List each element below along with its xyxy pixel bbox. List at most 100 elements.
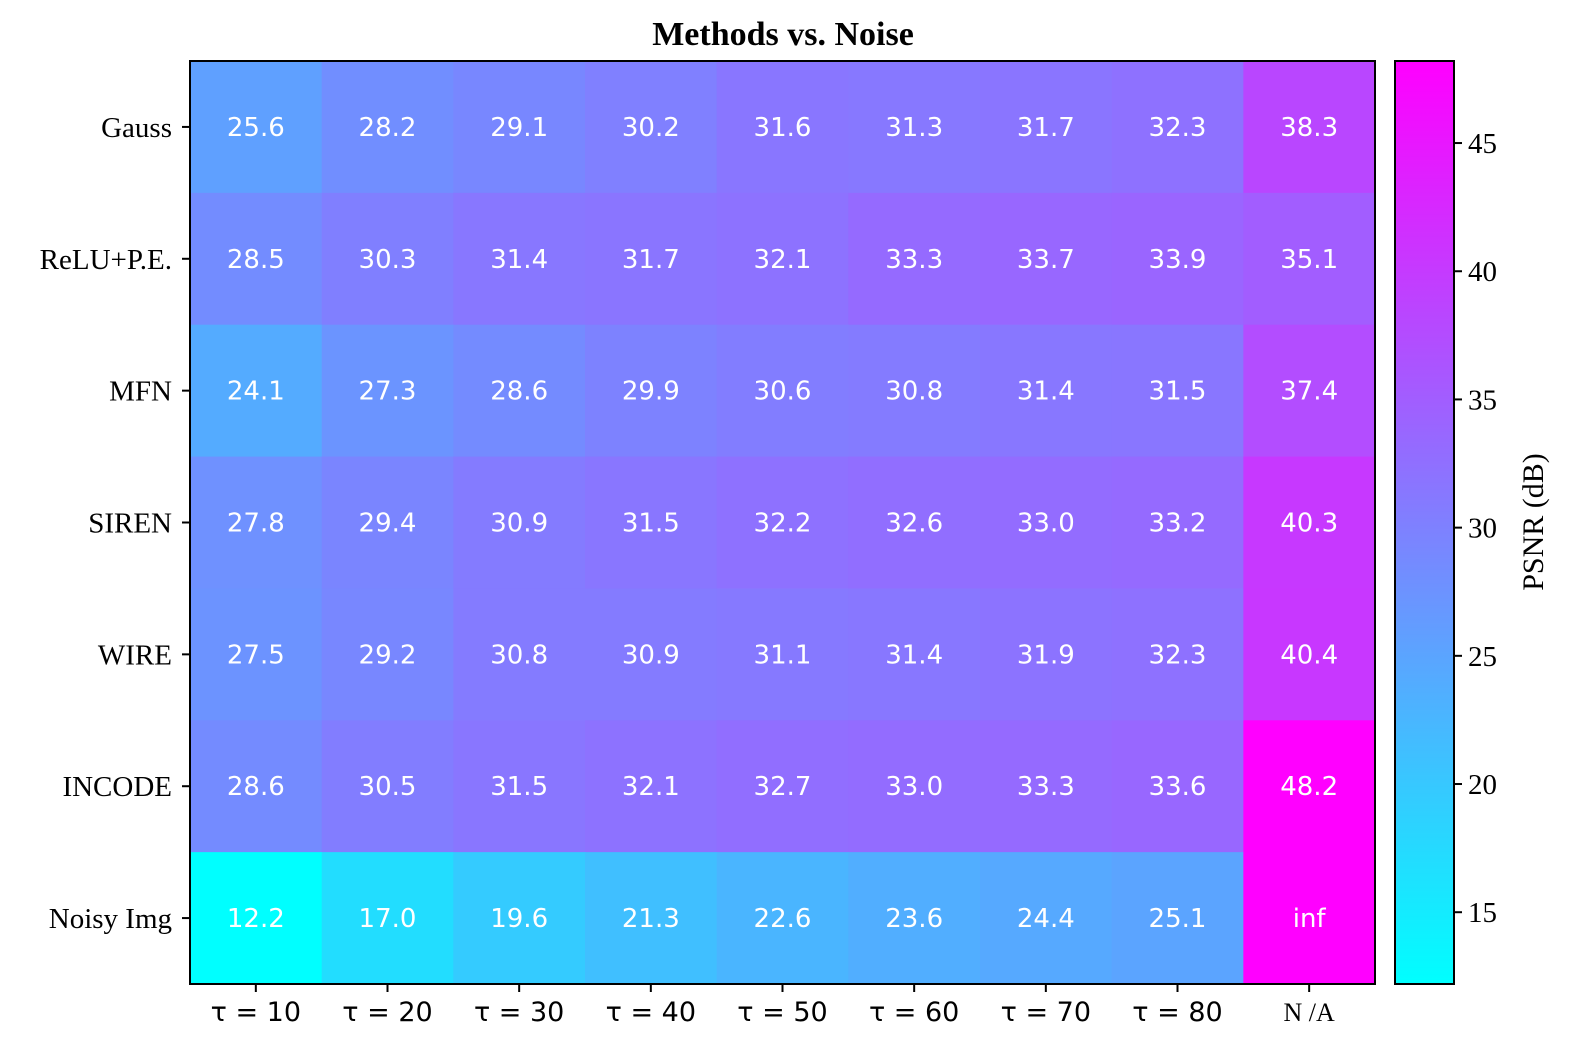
cell-value-label: 30.5 — [359, 772, 417, 802]
cell-value-label: 21.3 — [622, 904, 680, 934]
heatmap-cell — [453, 852, 586, 985]
heatmap-cell — [980, 852, 1113, 985]
column-labels: τ = 10 τ = 20 τ = 30 τ = 40 τ = 50 τ = 60 τ = … — [211, 984, 1335, 1028]
heatmap-cell — [453, 720, 586, 853]
heatmap-cell — [453, 61, 586, 194]
cell-value-label: 30.8 — [490, 640, 548, 670]
colorbar-gradient — [1394, 60, 1455, 985]
cell-value-label: 35.1 — [1280, 245, 1338, 275]
cell-value-label: 38.3 — [1280, 113, 1338, 143]
cell-value-label: 37.4 — [1280, 377, 1338, 407]
heatmap-cell — [716, 192, 849, 326]
heatmap-cell-labels: 25.6 28.2 29.1 30.2 31.6 31.3 31.7 32.3 38.3 28.5… — [227, 113, 1338, 934]
cell-value-label: 30.9 — [490, 509, 548, 539]
column-label: N /A — [1284, 998, 1336, 1027]
heatmap-cell — [1111, 588, 1244, 721]
heatmap-cell — [1243, 324, 1376, 458]
cell-value-label: 27.5 — [227, 640, 285, 670]
cell-value-label: 32.3 — [1149, 113, 1207, 143]
cell-value-label: 24.1 — [227, 377, 285, 407]
colorbar-tick-label: 20 — [1468, 769, 1497, 801]
cell-value-label: 33.0 — [1017, 509, 1075, 539]
heatmap-cell — [848, 456, 981, 590]
heatmap-cell — [848, 852, 981, 985]
heatmap-cell — [1111, 720, 1244, 853]
heatmap-cell — [321, 61, 454, 194]
cell-value-label: 28.6 — [227, 772, 285, 802]
cell-value-label: 32.3 — [1149, 640, 1207, 670]
colorbar-tick-label: 15 — [1468, 897, 1497, 929]
cell-value-label: 33.2 — [1149, 509, 1207, 539]
heatmap-cell — [980, 192, 1113, 326]
heatmap-cell — [453, 456, 586, 590]
cell-value-label: 31.7 — [1017, 113, 1075, 143]
heatmap-cell — [585, 324, 718, 458]
heatmap-cell — [1111, 852, 1244, 985]
cell-value-label: 32.1 — [754, 245, 812, 275]
heatmap-cell — [190, 588, 323, 721]
heatmap-cell — [321, 192, 454, 326]
heatmap-cell — [585, 588, 718, 721]
row-label: MFN — [109, 376, 172, 408]
column-label: τ = 50 — [737, 997, 827, 1028]
colorbar-ticks: 15 20 25 30 35 40 45 — [1454, 128, 1497, 929]
heatmap-cell — [1111, 456, 1244, 590]
heatmap-cell — [980, 324, 1113, 458]
cell-value-label: 31.4 — [1017, 377, 1075, 407]
heatmap-cell — [848, 720, 981, 853]
colorbar-tick-label: 25 — [1468, 641, 1497, 673]
heatmap-cell — [716, 324, 849, 458]
cell-value-label: 23.6 — [885, 904, 943, 934]
chart-title: Methods vs. Noise — [652, 16, 914, 53]
cell-value-label: 32.2 — [754, 509, 812, 539]
cell-value-label: 12.2 — [227, 904, 285, 934]
heatmap-cell — [1111, 192, 1244, 326]
colorbar-tick-label: 40 — [1468, 256, 1497, 288]
cell-value-label: 40.4 — [1280, 640, 1338, 670]
colorbar: 15 20 25 30 35 40 45 PSNR (dB) — [1394, 60, 1550, 985]
cell-value-label: 29.1 — [490, 113, 548, 143]
cell-value-label: 22.6 — [754, 904, 812, 934]
heatmap-cell — [980, 61, 1113, 194]
column-label: τ = 30 — [474, 997, 564, 1028]
heatmap-cell — [190, 852, 323, 985]
heatmap-cell — [321, 588, 454, 721]
cell-value-label: 25.6 — [227, 113, 285, 143]
cell-value-label: 31.6 — [754, 113, 812, 143]
cell-value-label: 31.5 — [490, 772, 548, 802]
heatmap-cells — [190, 61, 1376, 985]
cell-value-label: 30.9 — [622, 640, 680, 670]
cell-value-label: 27.3 — [359, 377, 417, 407]
cell-value-label: 48.2 — [1280, 772, 1338, 802]
cell-value-label: 31.9 — [1017, 640, 1075, 670]
cell-value-label: 32.1 — [622, 772, 680, 802]
heatmap-cell — [716, 720, 849, 853]
heatmap-cell — [453, 588, 586, 721]
heatmap-cell — [716, 456, 849, 590]
heatmap-cell — [585, 852, 718, 985]
cell-value-label: 24.4 — [1017, 904, 1075, 934]
heatmap-cell — [716, 61, 849, 194]
cell-value-label: 31.3 — [885, 113, 943, 143]
heatmap-cell — [585, 720, 718, 853]
cell-value-label: 32.7 — [754, 772, 812, 802]
heatmap-cell — [321, 324, 454, 458]
cell-value-label: 33.6 — [1149, 772, 1207, 802]
heatmap-cell — [321, 720, 454, 853]
plot-frame — [189, 60, 1376, 985]
heatmap-cell — [190, 720, 323, 853]
cell-value-label: 30.2 — [622, 113, 680, 143]
cell-value-label: inf — [1293, 904, 1327, 934]
heatmap-cell — [190, 192, 323, 326]
cell-value-label: 19.6 — [490, 904, 548, 934]
column-label: τ = 60 — [869, 997, 959, 1028]
heatmap-cell — [848, 61, 981, 194]
row-label: WIRE — [98, 639, 172, 671]
heatmap-cell — [980, 456, 1113, 590]
row-label: Noisy Img — [49, 903, 172, 935]
heatmap-cell — [980, 720, 1113, 853]
cell-value-label: 30.3 — [359, 245, 417, 275]
row-label: INCODE — [62, 771, 172, 803]
cell-value-label: 33.9 — [1149, 245, 1207, 275]
